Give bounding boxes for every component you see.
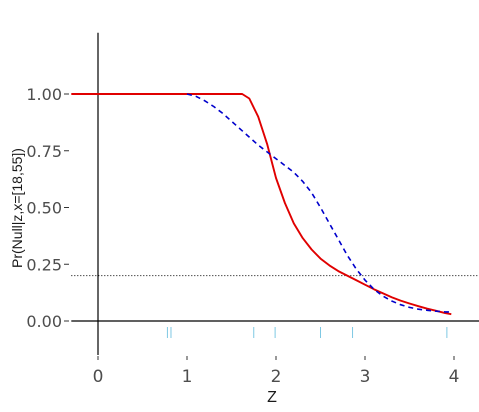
y-tick-label-3: 0.75 <box>26 142 62 161</box>
series-line-1-dashed <box>186 93 450 313</box>
y-tick-label-4: 1.00 <box>26 85 62 104</box>
y-tick-label-1: 0.25 <box>26 255 62 274</box>
series-layer <box>71 93 452 316</box>
series-line-0-solid <box>71 93 452 316</box>
rug-layer <box>166 327 448 338</box>
x-tick-label-3: 3 <box>360 367 371 387</box>
y-axis-title: Pr(Null|z,x=[18,55]) <box>9 148 25 268</box>
x-tick-label-2: 2 <box>271 367 282 387</box>
x-axis-title: Z <box>267 389 277 406</box>
axis-layer <box>71 32 479 356</box>
x-tick-label-1: 1 <box>182 367 193 387</box>
y-tick-label-0: 0.00 <box>26 312 62 331</box>
x-tick-layer: 0 1 2 3 4 <box>93 356 460 387</box>
y-tick-layer: 0.00 0.25 0.50 0.75 1.00 <box>26 85 69 331</box>
y-tick-label-2: 0.50 <box>26 199 62 218</box>
x-tick-label-4: 4 <box>449 367 460 387</box>
x-tick-label-0: 0 <box>93 367 104 387</box>
